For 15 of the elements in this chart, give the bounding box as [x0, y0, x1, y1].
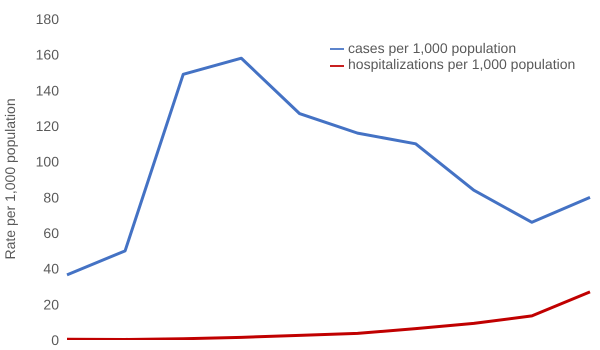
y-tick-label: 160: [36, 46, 60, 63]
line-series: [66, 290, 592, 340]
legend-label: hospitalizations per 1,000 population: [348, 56, 576, 72]
y-tick-label: 20: [43, 296, 60, 312]
y-tick-label: 100: [36, 154, 60, 170]
y-tick-label: 40: [43, 260, 60, 277]
y-tick-label: 140: [36, 82, 60, 98]
y-axis-title: Rate per 1,000 population: [2, 98, 18, 260]
y-tick-label: 0: [51, 332, 60, 348]
y-tick-label: 60: [43, 224, 60, 241]
y-tick-label: 120: [36, 118, 60, 134]
line-series: [66, 56, 592, 276]
legend-label: cases per 1,000 population: [348, 40, 516, 56]
y-tick-label: 80: [43, 189, 60, 206]
y-tick-label: 180: [36, 10, 60, 27]
